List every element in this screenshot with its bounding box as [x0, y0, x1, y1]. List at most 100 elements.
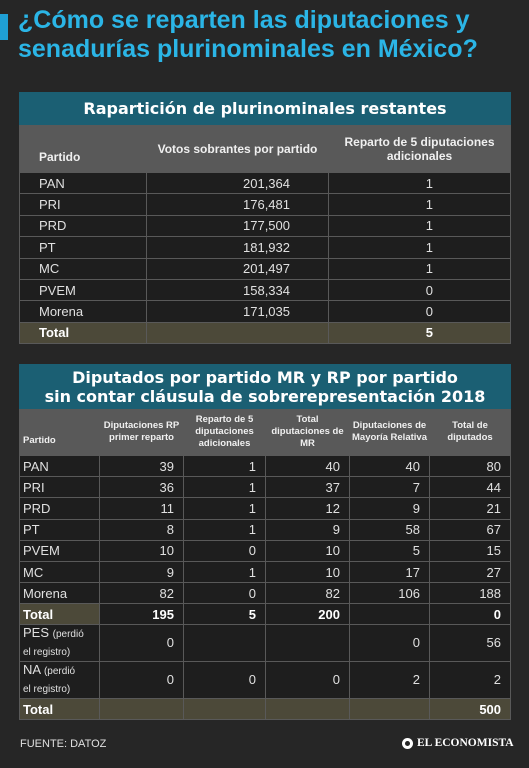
table-row: Morena 171,035 0 — [19, 300, 511, 323]
headline-accent-bar — [0, 14, 8, 40]
rp-first-cell: 10 — [99, 539, 184, 562]
table1-header-party: Partido — [19, 124, 147, 173]
distribution-cell: 0 — [328, 278, 511, 302]
table-row: MC 201,497 1 — [19, 257, 511, 280]
logo-icon — [402, 737, 413, 749]
party-cell: Morena — [19, 582, 100, 605]
table2-total-mr — [265, 698, 350, 721]
total-mr-cell: 10 — [265, 560, 350, 584]
distribution-cell: 0 — [328, 300, 511, 323]
publisher-logo: EL ECONOMISTA — [402, 737, 514, 749]
table-row: PES (perdió el registro) 0 0 56 — [19, 624, 512, 663]
majority-cell: 58 — [349, 518, 430, 541]
rp-first-cell: 9 — [99, 560, 184, 584]
total-deputies-cell: 27 — [428, 560, 512, 584]
total-mr-cell: 12 — [265, 497, 350, 520]
votes-cell: 181,932 — [146, 236, 329, 259]
rp-first-cell: 8 — [99, 518, 184, 541]
additional-cell: 0 — [183, 539, 266, 562]
majority-cell: 17 — [349, 560, 430, 584]
table-row: PVEM 10 0 10 5 15 — [19, 539, 512, 562]
party-cell: PT — [19, 236, 147, 259]
table1-total-votes — [146, 321, 329, 344]
table2-total-value: 500 — [428, 698, 512, 721]
party-cell: PAN — [19, 171, 147, 195]
table-row: PVEM 158,334 0 — [19, 278, 511, 302]
table2-title-line-1: Diputados por partido MR y RP por partid… — [72, 367, 458, 387]
majority-cell: 40 — [349, 454, 430, 478]
total-mr-cell: 40 — [265, 454, 350, 478]
party-note: (perdió — [52, 629, 84, 641]
table-row: PRD 177,500 1 — [19, 214, 511, 238]
table2-title: Diputados por partido MR y RP por partid… — [18, 364, 512, 409]
table2-total-majority — [349, 698, 430, 721]
table1-total-value: 5 — [328, 321, 511, 344]
publisher-name: EL ECONOMISTA — [417, 737, 514, 749]
rp-first-cell: 11 — [99, 497, 184, 520]
party-cell: PT — [19, 518, 100, 541]
table2-subtotal-rp: 195 — [99, 603, 184, 626]
votes-cell: 177,500 — [146, 214, 329, 238]
distribution-cell: 1 — [328, 193, 511, 216]
additional-cell — [183, 624, 266, 663]
additional-cell: 0 — [183, 582, 266, 605]
party-cell: PVEM — [19, 278, 147, 302]
party-name: NA — [23, 662, 41, 678]
table-row: PAN 201,364 1 — [19, 171, 511, 195]
headline: ¿Cómo se reparten las diputaciones y sen… — [18, 6, 523, 64]
table-row: MC 9 1 10 17 27 — [19, 560, 512, 584]
table2-subtotal-total: 0 — [428, 603, 512, 626]
table1-header-votes: Votos sobrantes por partido — [146, 124, 329, 173]
table-row: PRI 176,481 1 — [19, 193, 511, 216]
party-cell: Morena — [19, 300, 147, 323]
total-deputies-cell: 15 — [428, 539, 512, 562]
distribution-cell: 1 — [328, 214, 511, 238]
votes-cell: 171,035 — [146, 300, 329, 323]
rp-first-cell: 82 — [99, 582, 184, 605]
remaining-plurinominal-table: Rapartición de plurinominales restantes … — [19, 92, 511, 344]
votes-cell: 176,481 — [146, 193, 329, 216]
table2-subtotal-label: Total — [19, 603, 100, 626]
party-cell: PVEM — [19, 539, 100, 562]
table2-title-line-2: sin contar cláusula de sobrerepresentaci… — [44, 386, 486, 406]
table2-header-majority: Diputaciones de Mayoría Relativa — [349, 408, 430, 456]
table1-title: Rapartición de plurinominales restantes — [19, 92, 511, 125]
total-mr-cell: 9 — [265, 518, 350, 541]
headline-line-2: senadurías plurinominales en México? — [18, 35, 478, 63]
additional-cell: 1 — [183, 518, 266, 541]
majority-cell: 2 — [349, 661, 430, 700]
table-row: PT 8 1 9 58 67 — [19, 518, 512, 541]
party-cell: MC — [19, 257, 147, 280]
party-cell: NA (perdió el registro) — [19, 661, 100, 700]
table2-header-total-deputies: Total de diputados — [428, 408, 512, 456]
total-deputies-cell: 56 — [428, 624, 512, 663]
party-note: (perdió — [43, 666, 76, 678]
total-mr-cell: 82 — [265, 582, 350, 605]
table2-header-rp-first: Diputaciones RP primer reparto — [99, 408, 184, 456]
majority-cell: 7 — [349, 476, 430, 499]
table2-total-rp — [99, 698, 184, 721]
rp-first-cell: 36 — [99, 476, 184, 499]
table2-subtotal-mr: 200 — [265, 603, 350, 626]
party-name: PES — [23, 625, 50, 641]
table2-subtotal-row: Total 195 5 200 0 — [19, 603, 512, 626]
total-deputies-cell: 67 — [428, 518, 512, 541]
additional-cell: 1 — [183, 454, 266, 478]
total-deputies-cell: 2 — [428, 661, 512, 700]
votes-cell: 158,334 — [146, 278, 329, 302]
table2-header-total-mr: Total diputaciones de MR — [265, 408, 350, 456]
votes-cell: 201,364 — [146, 171, 329, 195]
table2-total-row: Total 500 — [19, 698, 512, 721]
distribution-cell: 1 — [328, 257, 511, 280]
table2-header-party: Partido — [19, 408, 100, 456]
additional-cell: 1 — [183, 497, 266, 520]
total-mr-cell: 37 — [265, 476, 350, 499]
party-note-2: el registro) — [23, 684, 71, 696]
total-deputies-cell: 44 — [428, 476, 512, 499]
total-deputies-cell: 188 — [428, 582, 512, 605]
table-row: PAN 39 1 40 40 80 — [19, 454, 512, 478]
table-row: Morena 82 0 82 106 188 — [19, 582, 512, 605]
table-row: NA (perdió el registro) 0 0 0 2 2 — [19, 661, 512, 700]
majority-cell: 9 — [349, 497, 430, 520]
headline-line-1: ¿Cómo se reparten las diputaciones y — [18, 6, 470, 34]
